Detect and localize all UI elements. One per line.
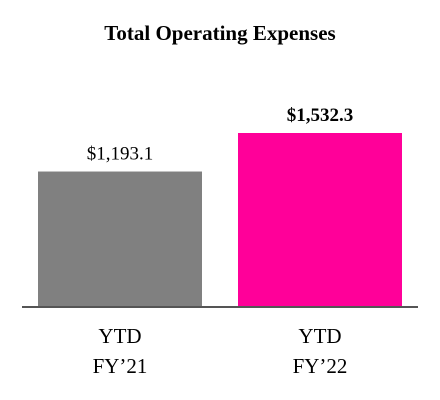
chart-title: Total Operating Expenses	[104, 21, 335, 45]
value-label-0: $1,193.1	[87, 144, 154, 165]
bar-0	[38, 171, 202, 307]
bar-1	[238, 133, 402, 307]
value-labels-layer: $1,193.1 $1,532.3	[87, 105, 354, 165]
category-label-1-line-1: FY’22	[293, 354, 348, 378]
category-label-0-line-1: FY’21	[93, 354, 148, 378]
category-label-1-line-0: YTD	[298, 324, 341, 348]
category-label-0-line-0: YTD	[98, 324, 141, 348]
category-labels-layer: YTD FY’21 YTD FY’22	[93, 324, 348, 378]
bars-layer	[38, 133, 402, 307]
value-label-1: $1,532.3	[287, 105, 354, 126]
